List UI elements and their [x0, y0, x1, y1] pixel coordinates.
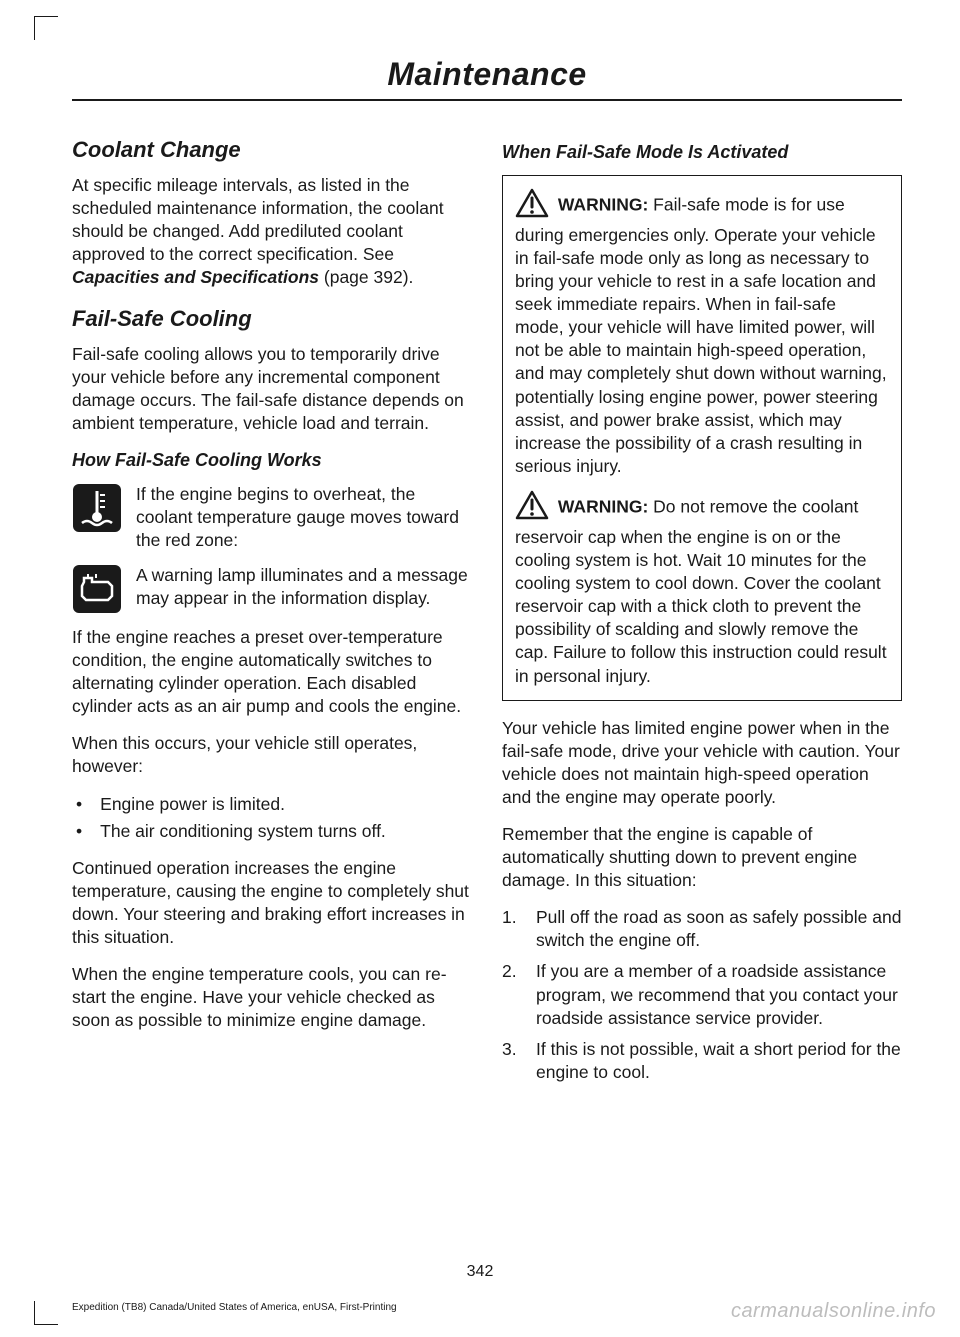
crop-mark-bottom-left — [34, 1301, 58, 1325]
warning-triangle-icon — [515, 188, 549, 224]
text: If this is not possible, wait a short pe… — [536, 1038, 902, 1084]
heading-coolant-change: Coolant Change — [72, 135, 472, 164]
continued-operation-paragraph: Continued operation increases the engine… — [72, 857, 472, 949]
limited-power-paragraph: Your vehicle has limited engine power wh… — [502, 717, 902, 809]
watermark: carmanualsonline.info — [731, 1300, 936, 1323]
warning-triangle-icon — [515, 490, 549, 526]
capacities-link: Capacities and Specifications — [72, 267, 319, 287]
warning-label: WARNING: — [558, 497, 648, 517]
page-content: Maintenance Coolant Change At specific m… — [0, 0, 960, 1098]
temperature-icon-row: If the engine begins to overheat, the co… — [72, 483, 472, 552]
text: The air conditioning system turns off. — [100, 820, 386, 843]
page-number: 342 — [0, 1263, 960, 1281]
engine-cools-paragraph: When the engine temperature cools, you c… — [72, 963, 472, 1032]
limitations-list: Engine power is limited. The air conditi… — [72, 793, 472, 843]
step-number: 2. — [502, 960, 522, 1029]
crop-mark-top-left — [34, 16, 58, 40]
heading-how-failsafe-works: How Fail-Safe Cooling Works — [72, 449, 472, 473]
engine-icon-text: A warning lamp illuminates and a message… — [136, 564, 472, 610]
list-item: 3. If this is not possible, wait a short … — [502, 1038, 902, 1084]
right-column: When Fail-Safe Mode Is Activated WARNING… — [502, 135, 902, 1098]
list-item: 1. Pull off the road as soon as safely po… — [502, 906, 902, 952]
engine-warning-icon — [72, 564, 122, 614]
auto-shutdown-paragraph: Remember that the engine is capable of a… — [502, 823, 902, 892]
step-number: 3. — [502, 1038, 522, 1084]
two-column-layout: Coolant Change At specific mileage inter… — [72, 135, 902, 1098]
list-item: 2.If you are a member of a roadside assi… — [502, 960, 902, 1029]
page-title: Maintenance — [387, 56, 586, 92]
heading-failsafe-activated: When Fail-Safe Mode Is Activated — [502, 141, 902, 165]
overtemp-paragraph-1: If the engine reaches a preset over-temp… — [72, 626, 472, 718]
temperature-gauge-icon — [72, 483, 122, 533]
warning-text: Fail-safe mode is for use during emergen… — [515, 194, 887, 475]
list-item: Engine power is limited. — [72, 793, 472, 816]
temperature-icon-text: If the engine begins to overheat, the co… — [136, 483, 472, 552]
section-header: Maintenance — [72, 56, 902, 101]
step-number: 1. — [502, 906, 522, 952]
heading-failsafe-cooling: Fail-Safe Cooling — [72, 304, 472, 333]
procedure-list: 1. Pull off the road as soon as safely po… — [502, 906, 902, 1084]
text: Engine power is limited. — [100, 793, 285, 816]
text: If you are a member of a roadside assist… — [536, 960, 902, 1029]
warning-text: Do not remove the coolant reservoir cap … — [515, 497, 887, 686]
coolant-paragraph: At specific mileage intervals, as listed… — [72, 174, 472, 289]
warning-2: WARNING: Do not remove the coolant reser… — [515, 490, 889, 688]
text: Pull off the road as soon as safely poss… — [536, 906, 902, 952]
warning-1: WARNING: Fail-safe mode is for use durin… — [515, 188, 889, 478]
text: At specific mileage intervals, as listed… — [72, 175, 444, 264]
text: (page 392). — [319, 267, 413, 287]
failsafe-paragraph: Fail-safe cooling allows you to temporar… — [72, 343, 472, 435]
warning-label: WARNING: — [558, 194, 648, 214]
warning-box: WARNING: Fail-safe mode is for use durin… — [502, 175, 902, 701]
left-column: Coolant Change At specific mileage inter… — [72, 135, 472, 1098]
engine-icon-row: A warning lamp illuminates and a message… — [72, 564, 472, 614]
overtemp-paragraph-2: When this occurs, your vehicle still ope… — [72, 732, 472, 778]
list-item: The air conditioning system turns off. — [72, 820, 472, 843]
footer-print-info: Expedition (TB8) Canada/United States of… — [72, 1302, 397, 1313]
